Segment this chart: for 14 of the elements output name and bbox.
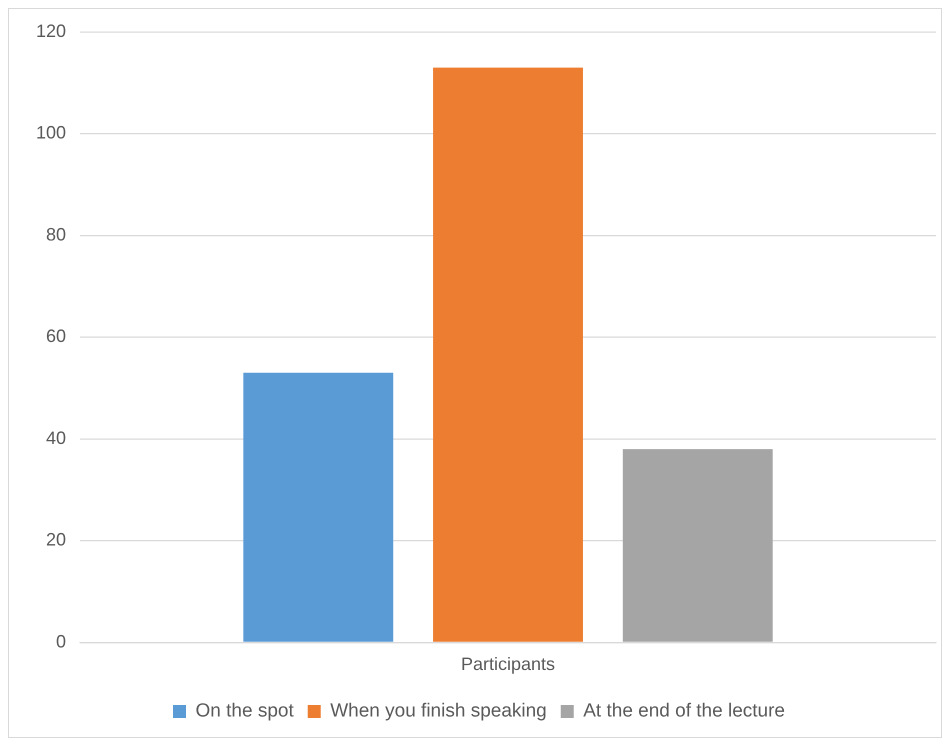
legend-label: When you finish speaking <box>330 700 547 722</box>
legend-label: At the end of the lecture <box>583 700 785 722</box>
y-tick-label: 60 <box>46 326 66 346</box>
y-tick-label: 0 <box>56 631 66 652</box>
y-tick-label: 40 <box>46 428 66 448</box>
bar <box>622 449 773 642</box>
x-tick-label: Participants <box>460 654 556 674</box>
y-tick-label: 120 <box>36 20 66 41</box>
legend-label: On the spot <box>196 700 294 722</box>
y-tick-label: 100 <box>36 122 66 143</box>
y-tick-label: 80 <box>46 224 66 244</box>
bar <box>433 68 583 642</box>
bar <box>243 372 394 642</box>
y-tick-label: 20 <box>46 530 66 550</box>
